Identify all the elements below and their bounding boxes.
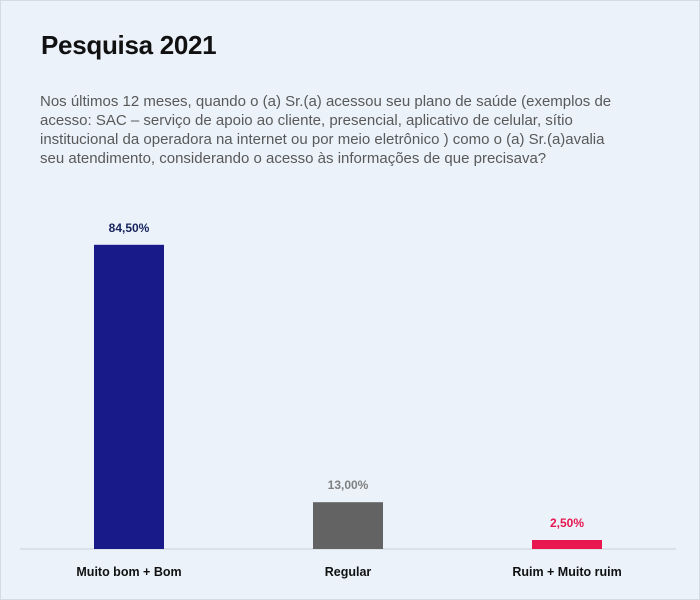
bar-1 [313,502,383,549]
category-label-1: Regular [325,565,372,579]
category-label-0: Muito bom + Bom [76,565,181,579]
survey-question: Nos últimos 12 meses, quando o (a) Sr.(a… [40,93,612,167]
data-label-1: 13,00% [328,478,369,492]
bar-2 [532,540,602,549]
category-label-2: Ruim + Muito ruim [512,565,621,579]
data-label-2: 2,50% [550,516,584,530]
page-title: Pesquisa 2021 [41,30,217,60]
bar-0 [94,244,164,550]
bars-group: 84,50% Muito bom + Bom 13,00% Regular 2,50% R… [76,221,621,579]
data-label-0: 84,50% [109,221,150,235]
